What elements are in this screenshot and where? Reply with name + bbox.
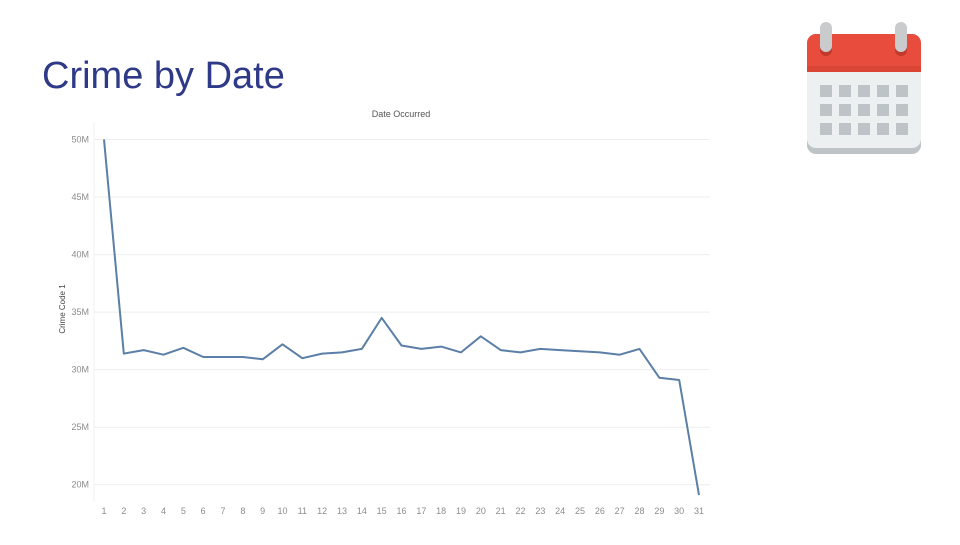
x-tick-label: 16: [396, 506, 406, 516]
x-tick-label: 28: [634, 506, 644, 516]
x-tick-label: 25: [575, 506, 585, 516]
calendar-icon: [807, 22, 921, 154]
x-tick-label: 12: [317, 506, 327, 516]
x-tick-label: 24: [555, 506, 565, 516]
x-tick-label: 22: [515, 506, 525, 516]
x-tick-label: 11: [298, 506, 307, 516]
series-line: [103, 139, 700, 496]
x-tick-label: 26: [595, 506, 605, 516]
y-axis-ticks: 20M 25M 30M 35M 40M 45M 50M: [71, 135, 89, 490]
y-axis-label: Crime Code 1: [58, 284, 67, 334]
x-tick-label: 31: [694, 506, 704, 516]
y-tick-label: 30M: [71, 365, 89, 375]
x-tick-label: 30: [674, 506, 684, 516]
y-tick-label: 25M: [71, 422, 89, 432]
x-tick-label: 20: [476, 506, 486, 516]
x-tick-label: 10: [277, 506, 287, 516]
x-tick-label: 13: [337, 506, 347, 516]
x-tick-label: 5: [181, 506, 186, 516]
y-tick-label: 45M: [71, 192, 89, 202]
x-tick-label: 9: [260, 506, 265, 516]
x-tick-label: 14: [357, 506, 367, 516]
x-tick-label: 29: [654, 506, 664, 516]
x-tick-label: 17: [416, 506, 426, 516]
gridlines: [93, 122, 710, 502]
chart-title: Date Occurred: [372, 109, 431, 119]
x-tick-label: 4: [161, 506, 166, 516]
x-tick-label: 23: [535, 506, 545, 516]
x-tick-label: 6: [201, 506, 206, 516]
slide-title: Crime by Date: [42, 55, 285, 97]
x-tick-label: 27: [615, 506, 625, 516]
y-tick-label: 50M: [71, 135, 89, 145]
x-tick-label: 1: [101, 506, 106, 516]
x-tick-label: 8: [240, 506, 245, 516]
x-tick-label: 21: [496, 506, 506, 516]
y-tick-label: 40M: [71, 250, 89, 260]
x-tick-label: 2: [121, 506, 126, 516]
x-axis-ticks: 1 2 3 4 5 6 7 8 9 10 11 12 13 14 15 16 17 18 19 20 21 22 23 24 2…: [101, 506, 704, 516]
x-tick-label: 18: [436, 506, 446, 516]
x-tick-label: 15: [377, 506, 387, 516]
series: [103, 139, 700, 496]
x-tick-label: 7: [220, 506, 225, 516]
x-tick-label: 3: [141, 506, 146, 516]
y-tick-label: 20M: [71, 480, 89, 490]
y-tick-label: 35M: [71, 307, 89, 317]
x-tick-label: 19: [456, 506, 466, 516]
